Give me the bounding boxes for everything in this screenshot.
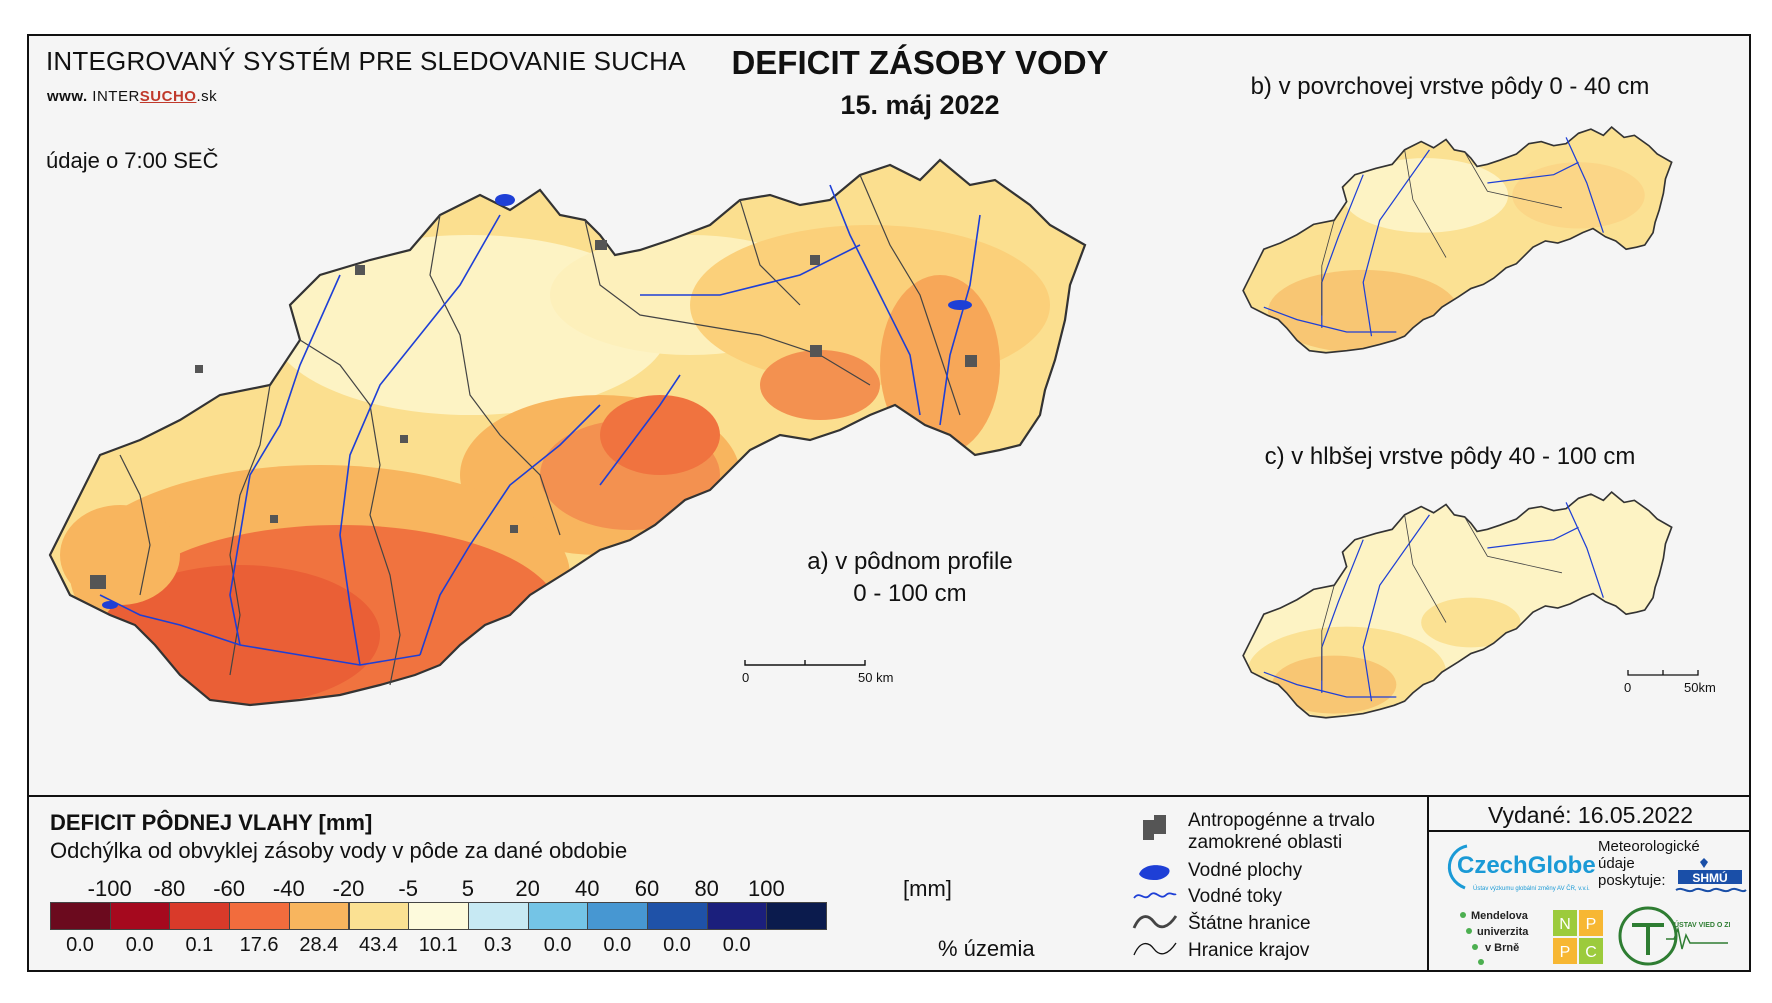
svg-text:50 km: 50 km xyxy=(858,670,893,685)
legend-state-border: Štátne hranice xyxy=(1188,913,1311,934)
legend-percent-label: 0.0 xyxy=(603,934,632,956)
legend-swatch-2 xyxy=(109,902,171,930)
svg-text:Mendelova: Mendelova xyxy=(1471,910,1529,922)
legend-panel xyxy=(27,795,1751,972)
map-panel-c xyxy=(1242,490,1673,719)
svg-text:0: 0 xyxy=(742,670,749,685)
legend-swatch-11 xyxy=(647,902,708,930)
map-title: DEFICIT ZÁSOBY VODY xyxy=(731,44,1109,81)
legend-break-label: 100 xyxy=(748,876,785,901)
svg-text:Ústav výzkumu globální změny A: Ústav výzkumu globální změny AV ČR, v.v.… xyxy=(1473,885,1590,892)
panel-c-label: c) v hlbšej vrstve pôdy 40 - 100 cm xyxy=(1264,443,1636,470)
legend-rivers: Vodné toky xyxy=(1188,886,1283,907)
legend-unit: [mm] xyxy=(903,876,952,901)
map-panel-b xyxy=(1242,125,1673,354)
legend-percent-label: 0.0 xyxy=(543,934,572,956)
legend-swatch-5 xyxy=(288,902,350,930)
legend-swatch-3 xyxy=(169,902,231,930)
legend-break-label: -60 xyxy=(213,876,245,901)
svg-text:v Brně: v Brně xyxy=(1485,942,1519,954)
svg-text:CzechGlobe: CzechGlobe xyxy=(1457,852,1596,879)
mendel-university-logo: Mendelova univerzita v Brně xyxy=(1460,910,1529,965)
main-scale-bar xyxy=(744,660,866,666)
legend-percent-label: 0.3 xyxy=(483,934,512,956)
time-note: údaje o 7:00 SEČ xyxy=(46,148,219,173)
czechglobe-logo: CzechGlobe Ústav výzkumu globální změny … xyxy=(1447,844,1596,892)
legend-break-label: 60 xyxy=(634,876,660,901)
legend-swatch-12 xyxy=(706,902,768,930)
legend-break-label: -40 xyxy=(272,876,305,901)
legend-urban-line1: Antropogénne a trvalo xyxy=(1188,810,1375,831)
legend-percent-label: 0.0 xyxy=(663,934,691,956)
panel-a-label: a) v pôdnom profile xyxy=(807,548,1013,575)
river-symbol xyxy=(1133,892,1177,899)
legend-title: DEFICIT PÔDNEJ VLAHY [mm] xyxy=(50,810,373,835)
footer-divider xyxy=(1427,795,1429,972)
legend-swatch-4 xyxy=(229,902,290,930)
legend-swatch-9 xyxy=(527,902,589,930)
legend-percent-label: 0.0 xyxy=(125,934,154,956)
svg-text:0: 0 xyxy=(1624,680,1631,695)
legend-break-label: 5 xyxy=(461,876,475,901)
svg-text:univerzita: univerzita xyxy=(1477,926,1529,938)
shmu-logo: SHMÚ xyxy=(1675,858,1747,893)
svg-text:P: P xyxy=(1560,944,1571,961)
main-map-slovakia: 0 50 km xyxy=(48,158,1087,707)
water-body-symbol xyxy=(1139,865,1170,880)
legend-swatch-8 xyxy=(467,902,529,930)
system-title: INTEGROVANÝ SYSTÉM PRE SLEDOVANIE SUCHA xyxy=(46,46,686,76)
legend-percent-label: 0.0 xyxy=(66,934,94,956)
meteo-provider-note: Meteorologické údaje poskytuje: xyxy=(1598,838,1700,889)
legend-swatch-10 xyxy=(587,902,648,930)
footer-divider-h xyxy=(1427,830,1751,832)
legend-break-label: -100 xyxy=(87,876,132,901)
urban-area-symbol xyxy=(1143,815,1166,840)
legend-percent-unit: % územia xyxy=(938,936,1035,961)
nppc-logo: N P P C xyxy=(1553,910,1603,964)
legend-percent-label: 43.4 xyxy=(359,934,398,956)
panel-a-depth: 0 - 100 cm xyxy=(853,580,967,607)
legend-urban-line2: zamokrené oblasti xyxy=(1188,832,1343,853)
svg-text:P: P xyxy=(1586,916,1597,933)
legend-subtitle: Odchýlka od obvyklej zásoby vody v pôde … xyxy=(50,838,628,863)
legend-break-label: 40 xyxy=(575,876,600,901)
small-scale-bar: 0 50km xyxy=(1624,670,1716,695)
legend-break-label: -20 xyxy=(332,876,365,901)
region-border-symbol xyxy=(1133,942,1177,956)
website-link[interactable]: www. INTERSUCHO.sk xyxy=(47,88,218,105)
svg-text:C: C xyxy=(1585,944,1597,961)
issued-date: Vydané: 16.05.2022 xyxy=(1487,802,1694,828)
panel-b-label: b) v povrchovej vrstve pôdy 0 - 40 cm xyxy=(1250,73,1650,100)
state-border-symbol xyxy=(1132,915,1178,929)
legend-percent-label: 17.6 xyxy=(239,934,279,956)
legend-percent-label: 0.1 xyxy=(185,934,214,956)
svg-text:SHMÚ: SHMÚ xyxy=(1692,870,1727,885)
legend-swatch-13 xyxy=(766,902,828,930)
legend-water-bodies: Vodné plochy xyxy=(1188,860,1303,881)
legend-break-label: -5 xyxy=(398,876,418,901)
legend-break-label: 80 xyxy=(694,876,719,901)
legend-percent-label: 0.0 xyxy=(722,934,751,956)
legend-region-border: Hranice krajov xyxy=(1188,940,1310,961)
legend-swatch-1 xyxy=(50,902,111,930)
legend-swatch-7 xyxy=(408,902,469,930)
legend-break-label: -80 xyxy=(153,876,186,901)
legend-swatch-6 xyxy=(348,902,410,930)
svg-text:50km: 50km xyxy=(1684,680,1716,695)
legend-percent-label: 28.4 xyxy=(299,934,339,956)
map-date: 15. máj 2022 xyxy=(840,90,1000,120)
legend-percent-label: 10.1 xyxy=(418,934,458,956)
svg-text:ÚSTAV VIED O ZEMI: ÚSTAV VIED O ZEMI xyxy=(1674,920,1730,929)
legend-break-label: 20 xyxy=(515,876,540,901)
earth-science-institute-logo: ÚSTAV VIED O ZEMI xyxy=(1618,906,1730,966)
svg-text:N: N xyxy=(1559,916,1571,933)
